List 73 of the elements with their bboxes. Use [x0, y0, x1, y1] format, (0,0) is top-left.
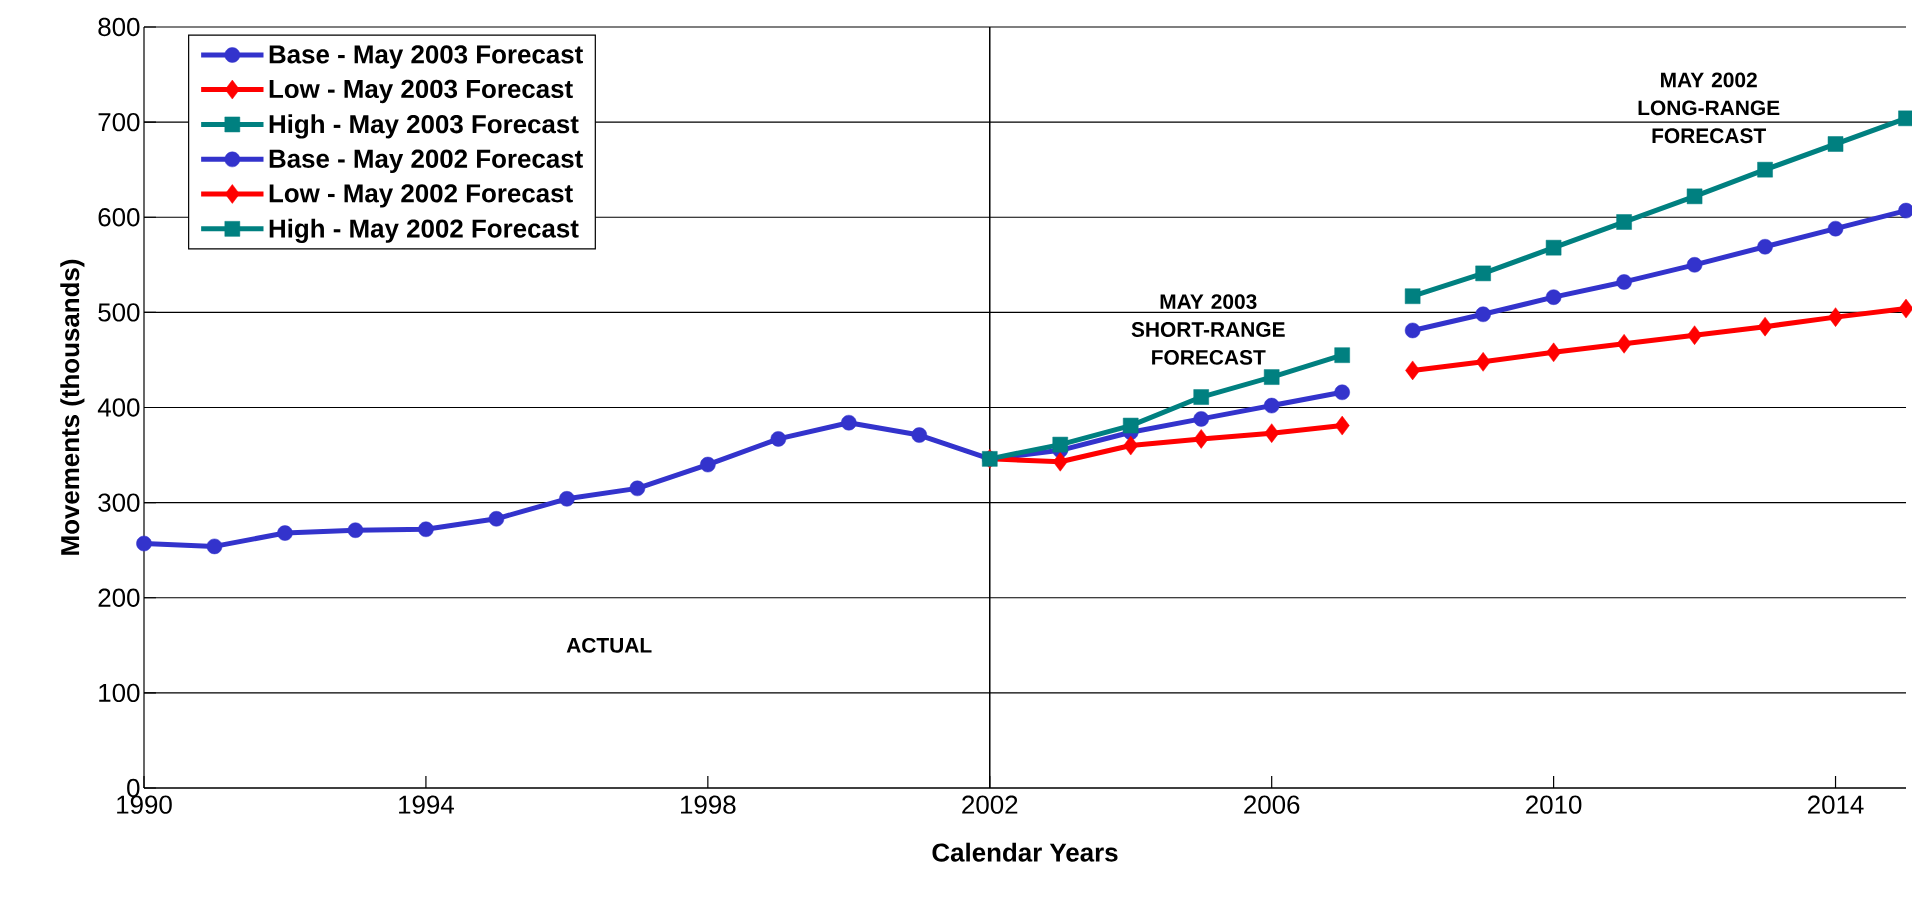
legend-label: Base - May 2002 Forecast: [269, 149, 583, 174]
x-tick-label: 1994: [399, 795, 454, 814]
point: [1757, 238, 1773, 255]
y-tick-label: 0: [127, 778, 140, 798]
point: [1334, 384, 1350, 401]
y-tick-label: 400: [97, 398, 140, 417]
point: [488, 511, 505, 527]
point: [1405, 360, 1421, 381]
point: [1263, 369, 1280, 385]
point: [277, 525, 293, 541]
point: [1616, 214, 1632, 230]
point: [1052, 436, 1068, 453]
point: [1193, 389, 1209, 405]
point: [1264, 423, 1280, 443]
point: [1545, 239, 1562, 256]
point: [418, 521, 434, 538]
x-tick-label: 1998: [681, 795, 736, 814]
y-tick-label: 200: [98, 588, 140, 607]
x-tick-label: 1990: [117, 795, 172, 814]
point: [1334, 415, 1350, 436]
legend-label: Base - May 2003 Forecast: [269, 45, 583, 69]
legend-label: Low - May 2002 Forecast: [269, 184, 573, 208]
point: [347, 522, 364, 538]
y-tick-label: 600: [98, 208, 140, 227]
point: [629, 480, 646, 497]
point: [1475, 352, 1491, 372]
point: [206, 538, 223, 555]
point: [1686, 188, 1703, 205]
point: [1687, 325, 1702, 345]
point: [1404, 322, 1421, 339]
y-tick-label: 300: [98, 493, 140, 512]
x-tick-label: 2014: [1808, 795, 1864, 814]
point: [1828, 307, 1843, 327]
annotation: MAY 2003 SHORT-RANGE FORECAST: [1131, 294, 1285, 365]
point: [1686, 257, 1703, 273]
point: [1052, 451, 1068, 472]
point: [1827, 220, 1844, 237]
point: [1475, 265, 1491, 282]
x-tick-label: 2010: [1526, 795, 1582, 814]
y-tick-label: 100: [99, 683, 140, 703]
annotation: MAY 2002 LONG-RANGE FORECAST: [1638, 72, 1780, 144]
y-tick-label: 800: [98, 17, 140, 37]
point: [1546, 342, 1561, 363]
point: [770, 431, 787, 447]
point: [1334, 347, 1350, 363]
y-tick-label: 500: [98, 303, 140, 322]
point: [136, 535, 152, 552]
point: [1545, 289, 1562, 305]
point: [1193, 429, 1209, 449]
annotation: ACTUAL: [566, 637, 652, 653]
point: [1123, 435, 1139, 456]
point: [911, 427, 928, 443]
legend-label: High - May 2002 Forecast: [269, 218, 579, 243]
point: [1404, 288, 1421, 304]
legend-label: High - May 2003 Forecast: [269, 114, 579, 139]
point: [1122, 417, 1139, 434]
point: [1193, 411, 1209, 427]
point: [1757, 161, 1773, 178]
y-tick-label: 700: [98, 112, 140, 132]
point: [700, 456, 716, 473]
point: [1475, 306, 1491, 323]
point: [1757, 316, 1773, 337]
x-axis-title: Calendar Years: [932, 842, 1118, 862]
legend-label: Low - May 2003 Forecast: [269, 79, 573, 104]
point: [841, 414, 857, 431]
point: [559, 491, 575, 507]
y-axis-title: Movements (thousands): [60, 259, 85, 555]
point: [1616, 274, 1632, 290]
point: [1616, 334, 1632, 354]
point: [1827, 136, 1844, 152]
x-tick-label: 2006: [1244, 795, 1300, 814]
point: [1263, 397, 1280, 414]
x-tick-label: 2002: [962, 795, 1018, 814]
